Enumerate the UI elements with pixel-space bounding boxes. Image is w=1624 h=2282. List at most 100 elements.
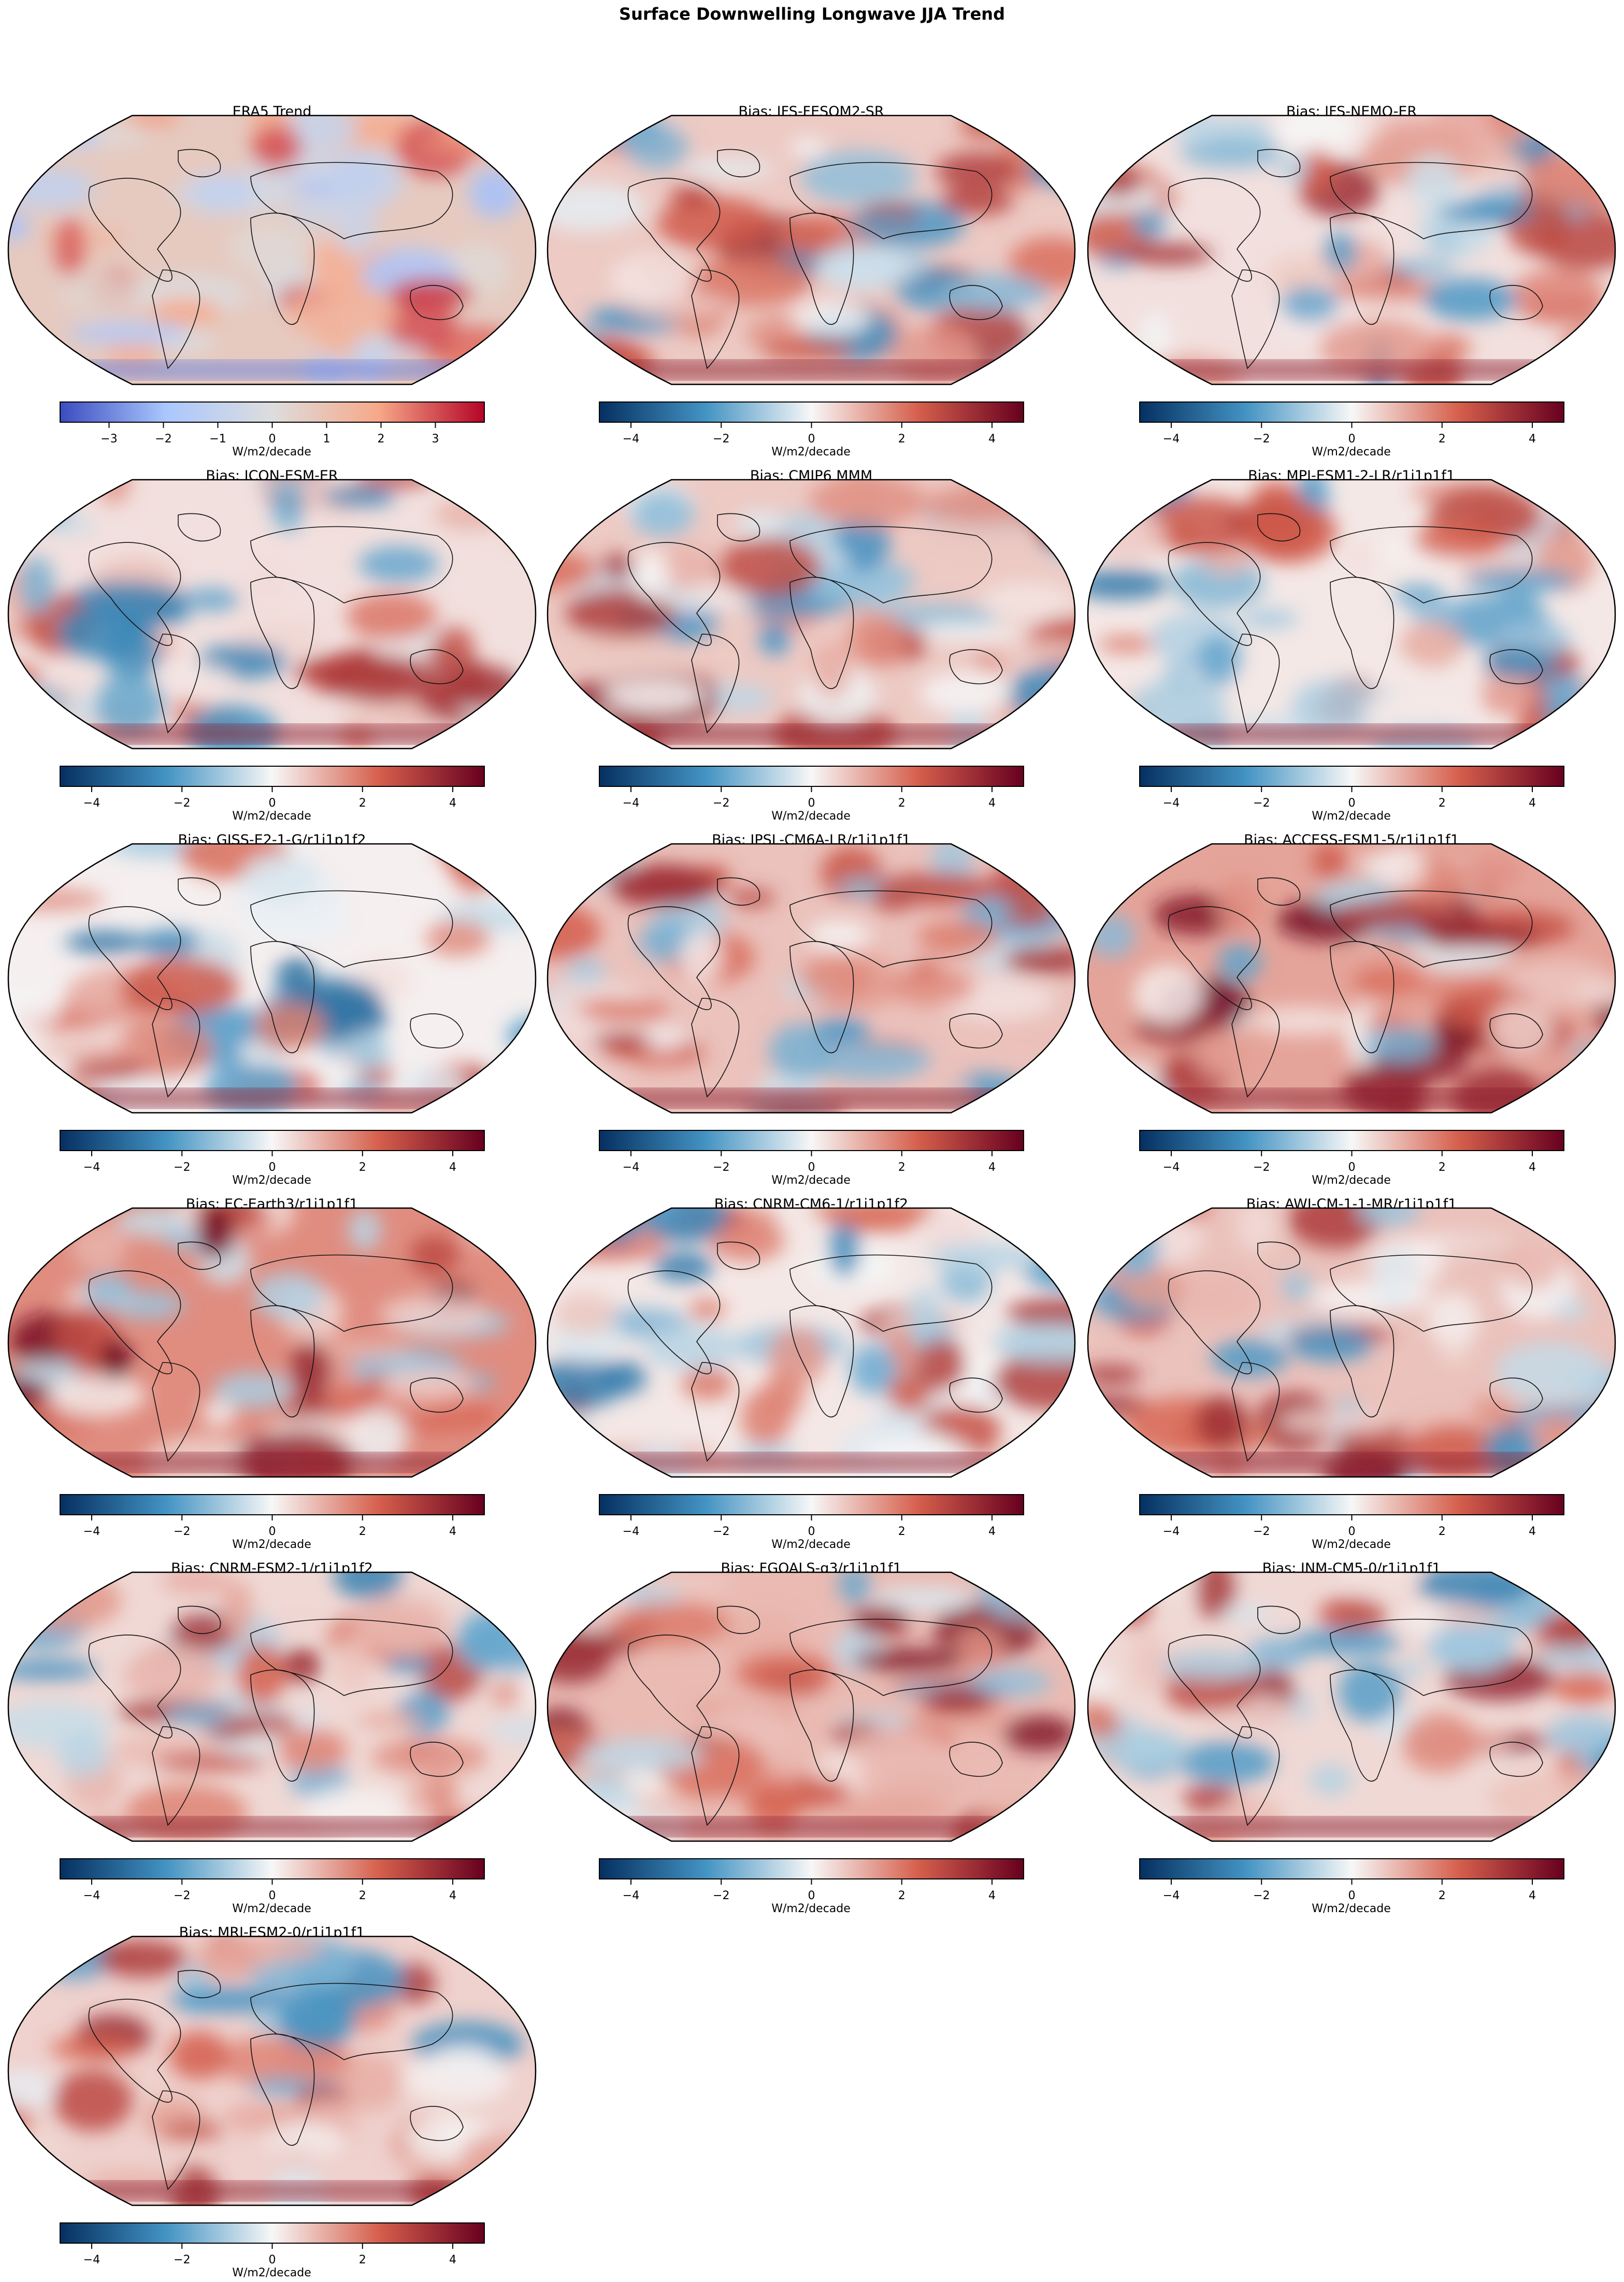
antarctic-band — [1088, 362, 1615, 378]
field-anomaly — [8, 1208, 53, 1254]
map-panel: Bias: CNRM-ESM2-1/r1i1p1f2 −4 −2 0 2 4 W/m2/de… — [7, 1560, 537, 1918]
field-anomaly — [1363, 1013, 1409, 1032]
coastline — [627, 178, 721, 282]
colorbar-tick-label: 0 — [1348, 433, 1356, 443]
field-anomaly — [197, 1208, 235, 1259]
colorbar-tick-label: −2 — [713, 1889, 729, 1900]
colorbar: −4 −2 0 2 4 — [599, 766, 1024, 807]
field-anomaly — [838, 1572, 871, 1604]
colorbar-tick-label: 0 — [269, 797, 276, 807]
field-anomaly — [1434, 925, 1541, 948]
colorbar: −4 −2 0 2 4 — [1139, 1494, 1564, 1535]
map-panel: Bias: IFS-FESOM2-SR −4 −2 0 2 4 W/m2/decade — [547, 104, 1076, 461]
field-anomaly — [1216, 877, 1264, 934]
colorbar-tick-label: 4 — [988, 433, 996, 443]
field-anomaly — [201, 1399, 236, 1428]
coastline — [717, 877, 760, 906]
field-anomaly — [488, 1678, 522, 1707]
map-panel: Bias: IFS-NEMO-ER −4 −2 0 2 4 W/m2/decade — [1087, 104, 1616, 461]
colorbar-gradient — [599, 1130, 1024, 1151]
field-anomaly — [1170, 558, 1265, 608]
field-anomaly — [1130, 1631, 1168, 1693]
coastline — [410, 1742, 464, 1777]
coastline — [88, 1999, 181, 2103]
field-anomaly — [1098, 636, 1156, 652]
field-anomaly — [736, 510, 786, 539]
coastline — [1168, 1634, 1261, 1739]
field-anomaly — [1438, 203, 1534, 223]
coastline — [250, 526, 453, 604]
map-frame — [547, 1571, 1076, 1842]
field-anomaly — [33, 484, 68, 527]
colorbar-tick-label: 0 — [269, 1161, 276, 1171]
field-anomaly — [735, 1652, 836, 1693]
field-anomaly — [1116, 1577, 1151, 1628]
field-anomaly — [643, 1326, 742, 1370]
map-plot — [7, 1571, 537, 1842]
colorbar-gradient — [599, 1858, 1024, 1879]
field-anomaly — [1142, 496, 1263, 554]
map-panel: Bias: GISS-E2-1-G/r1i1p1f2 −4 −2 0 2 4 W/m2/de… — [7, 832, 537, 1189]
field-anomaly — [940, 185, 1014, 216]
colorbar-tick-label: 4 — [449, 1525, 456, 1535]
field-anomaly — [135, 929, 210, 957]
field-anomaly — [1368, 1237, 1444, 1290]
field-anomaly — [278, 2042, 353, 2080]
map-frame — [7, 1571, 537, 1842]
field-anomaly — [1580, 677, 1615, 738]
coastline — [178, 877, 221, 906]
coastline — [1330, 1669, 1395, 1782]
map-frame — [1087, 114, 1616, 385]
colorbar-gradient — [60, 1494, 485, 1515]
field-anomaly — [49, 1374, 147, 1417]
coastline — [152, 1726, 200, 1826]
field-anomaly — [902, 623, 1025, 642]
colorbar-label: W/m2/decade — [1312, 810, 1391, 823]
coastline — [250, 890, 453, 968]
field-anomaly — [559, 844, 629, 872]
coastline — [1257, 1605, 1301, 1634]
field-anomaly — [1088, 1067, 1129, 1107]
field-anomaly — [189, 174, 255, 209]
field-anomaly — [1221, 1604, 1274, 1624]
colorbar-gradient — [1139, 1130, 1564, 1151]
field-anomaly — [681, 1367, 734, 1400]
field-anomaly — [1318, 1597, 1387, 1632]
colorbar-tick-label: 2 — [1439, 433, 1446, 443]
coastline — [1489, 1013, 1543, 1049]
coastline — [1231, 1726, 1280, 1826]
field-anomaly — [1123, 243, 1213, 265]
colorbar-tick-label: −3 — [100, 433, 117, 443]
colorbar-tick-label: 0 — [1348, 1161, 1356, 1171]
field-anomaly — [604, 678, 707, 713]
colorbar-tick-label: −2 — [155, 433, 171, 443]
antarctic-band — [548, 1090, 1075, 1106]
colorbar-tick-label: 2 — [898, 1525, 906, 1535]
colorbar-tick-label: 4 — [1529, 797, 1536, 807]
coastline — [1231, 998, 1280, 1098]
colorbar-tick-label: 4 — [1529, 433, 1536, 443]
colorbar-label: W/m2/decade — [232, 1538, 311, 1551]
antarctic-band — [548, 362, 1075, 378]
colorbar-gradient — [60, 766, 485, 787]
field-anomaly — [1088, 1063, 1118, 1113]
field-anomaly — [438, 116, 536, 133]
map-panel: Bias: FGOALS-g3/r1i1p1f1 −4 −2 0 2 4 W/m2/deca… — [547, 1560, 1076, 1918]
field-anomaly — [1160, 1650, 1268, 1681]
coastline — [717, 1605, 760, 1634]
colorbar: −4 −2 0 2 4 — [60, 766, 485, 807]
field-anomaly — [1218, 943, 1262, 982]
field-anomaly — [1241, 1102, 1291, 1113]
coastline — [250, 212, 315, 325]
field-anomaly — [289, 1342, 332, 1399]
field-anomaly — [1001, 844, 1075, 861]
field-anomaly — [845, 213, 919, 234]
coastline — [949, 285, 1003, 320]
colorbar-tick-label: 0 — [269, 433, 276, 443]
field-anomaly — [1195, 635, 1241, 685]
map-plot — [7, 1935, 537, 2206]
map-frame — [1087, 1207, 1616, 1478]
field-anomaly — [487, 1061, 536, 1106]
field-anomaly — [171, 701, 204, 720]
field-anomaly — [510, 521, 536, 547]
